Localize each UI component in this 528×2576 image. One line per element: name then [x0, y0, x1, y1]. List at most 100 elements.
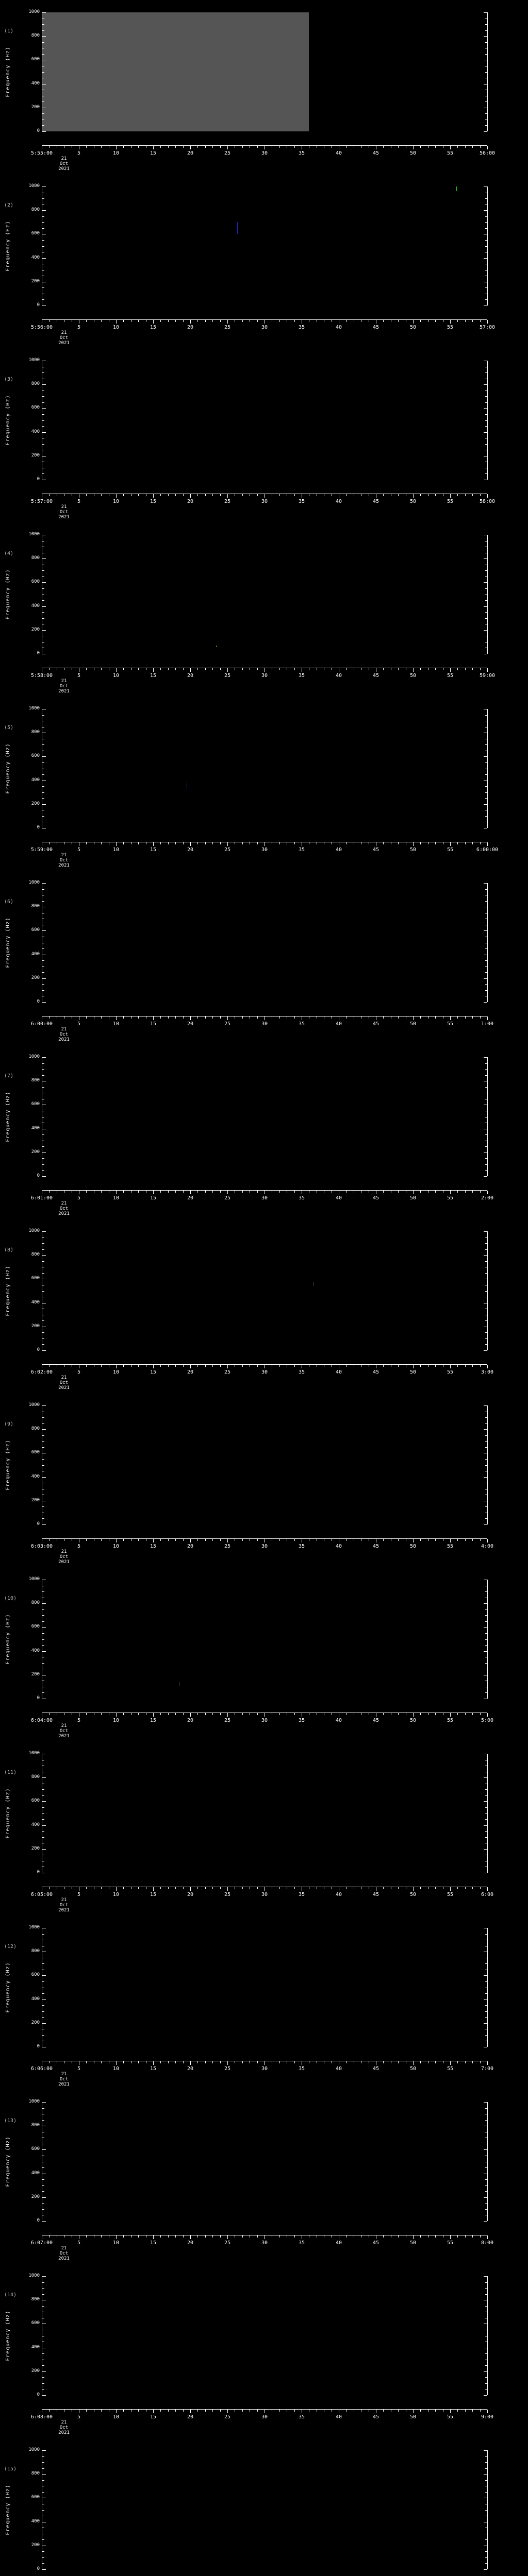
plot-area: [42, 2450, 487, 2569]
y-axis-tick: [42, 1063, 44, 1064]
y-axis-tick: [484, 978, 487, 979]
y-axis-tick-label-text: 800: [31, 1078, 40, 1083]
x-axis-tick: [212, 1365, 213, 1367]
x-axis-tick: [153, 1191, 154, 1194]
x-axis-tick: [383, 494, 384, 496]
y-axis-tick: [42, 1651, 46, 1652]
x-axis-tick: [465, 668, 466, 670]
x-axis-tick-label: 50: [409, 847, 417, 853]
x-axis-tick: [190, 1191, 191, 1194]
x-axis-date-month: Oct: [59, 1206, 69, 1211]
y-axis-tick: [42, 1807, 44, 1808]
y-axis-tick: [485, 600, 487, 601]
plot-area: [42, 1754, 487, 1873]
y-axis-tick: [42, 2203, 44, 2204]
y-axis-tick-label-text: 1000: [28, 1054, 40, 1059]
y-axis-tick: [42, 618, 44, 619]
x-axis-tick: [457, 146, 458, 148]
x-axis-tick: [257, 1887, 258, 1889]
y-axis-tick-label-text: 0: [37, 2218, 40, 2223]
x-axis-end-label: 57:00: [479, 325, 496, 330]
x-axis-tick-label: 40: [335, 1892, 342, 1897]
x-axis-tick: [450, 1365, 451, 1368]
x-axis-tick-label: 45: [372, 1544, 380, 1549]
y-axis-tick: [42, 246, 44, 247]
y-axis-tick: [485, 1320, 487, 1321]
y-axis-tick: [485, 960, 487, 961]
spectrogram-panel: 1000 800 600 400 200 0 Frequency (Hz) (7) 6:01:0…: [0, 1045, 528, 1219]
y-axis-tick: [42, 1645, 44, 1646]
y-axis-tick: [485, 444, 487, 445]
x-axis-tick-label: 50: [409, 1544, 417, 1549]
x-axis-tick: [383, 1887, 384, 1889]
x-axis-tick: [294, 2061, 295, 2063]
x-axis-tick: [190, 1016, 191, 1020]
y-axis-tick: [484, 408, 487, 409]
x-axis-tick: [183, 668, 184, 670]
x-axis-date-label: 21 Oct 2021: [42, 1201, 86, 1216]
x-axis-tick-label: 10: [112, 1195, 120, 1201]
y-axis-tick: [485, 2209, 487, 2210]
y-axis-tick-label-text: 0: [37, 2392, 40, 2397]
spectrogram-panel: 1000 800 600 400 200 0 Frequency (Hz) (12) 6:06:…: [0, 1916, 528, 2090]
x-axis-tick: [294, 842, 295, 844]
x-axis-date-year: 2021: [58, 2256, 70, 2261]
x-axis-tick: [86, 2061, 87, 2063]
x-axis-tick: [472, 668, 473, 670]
x-axis-tick: [86, 146, 87, 148]
x-axis-tick-label: 25: [224, 1195, 231, 1201]
x-axis-tick: [294, 494, 295, 496]
x-axis-tick-label: 5: [77, 499, 81, 504]
y-axis-tick: [485, 2005, 487, 2006]
y-axis-tick: [485, 2557, 487, 2558]
plot-area: [42, 2102, 487, 2221]
x-axis-tick: [101, 1016, 102, 1019]
x-axis-tick: [190, 146, 191, 149]
x-axis-tick-label: 30: [261, 1369, 268, 1375]
x-axis-tick-label: 25: [224, 1718, 231, 1723]
y-axis-tick: [484, 1603, 487, 1604]
x-axis-tick: [49, 1365, 50, 1367]
x-axis-tick: [197, 320, 199, 322]
y-axis-tick: [484, 131, 487, 132]
y-axis-tick: [485, 2294, 487, 2295]
x-axis-end-label: 2:00: [481, 1195, 494, 1201]
y-axis-tick: [484, 12, 487, 13]
x-axis-tick: [116, 1887, 117, 1891]
x-axis-tick: [398, 1887, 399, 1889]
x-axis-tick-labels: 6:07:00 5 10 15 20 25 30 35 40 45 50 55 8:00: [31, 2235, 493, 2246]
x-axis-date-month: Oct: [59, 1728, 69, 1734]
y-axis-tick: [42, 2149, 46, 2150]
x-axis-tick: [279, 2410, 280, 2412]
x-axis-tick: [450, 1887, 451, 1891]
y-axis-tick: [42, 1633, 44, 1634]
x-axis-start-label: 6:00:00: [30, 1021, 53, 1027]
x-axis-tick: [101, 146, 102, 148]
y-axis-tick: [42, 216, 44, 217]
x-axis-tick: [398, 494, 399, 496]
x-axis-tick: [168, 842, 169, 844]
x-axis-tick: [398, 146, 399, 148]
y-axis-tick: [485, 2203, 487, 2204]
x-axis-end-label: 56:00: [479, 150, 496, 156]
y-axis-tick-label-text: 200: [31, 278, 40, 284]
x-axis-tick: [242, 320, 243, 322]
panel-index-label: (4): [4, 551, 14, 556]
x-axis-tick: [435, 1365, 436, 1367]
y-axis-tick: [485, 2185, 487, 2186]
y-axis-tick-label-text: 600: [31, 2320, 40, 2326]
x-axis-tick: [413, 1713, 414, 1717]
spectrogram-event-mark: [312, 1282, 314, 1286]
x-axis-tick: [116, 668, 117, 672]
y-axis-tick: [484, 1176, 487, 1177]
x-axis-tick: [101, 494, 102, 496]
x-axis-tick-label: 55: [447, 150, 454, 156]
x-axis-start-label: 5:57:00: [30, 499, 53, 504]
x-axis-tick-label: 30: [261, 325, 268, 330]
x-axis-tick: [457, 2061, 458, 2063]
x-axis-tick: [138, 1713, 139, 1715]
x-axis-tick: [472, 1016, 473, 1019]
spectrogram-event-mark: [216, 645, 217, 648]
y-axis-tick: [485, 240, 487, 241]
x-axis-date-label: 21 Oct 2021: [42, 1375, 86, 1391]
